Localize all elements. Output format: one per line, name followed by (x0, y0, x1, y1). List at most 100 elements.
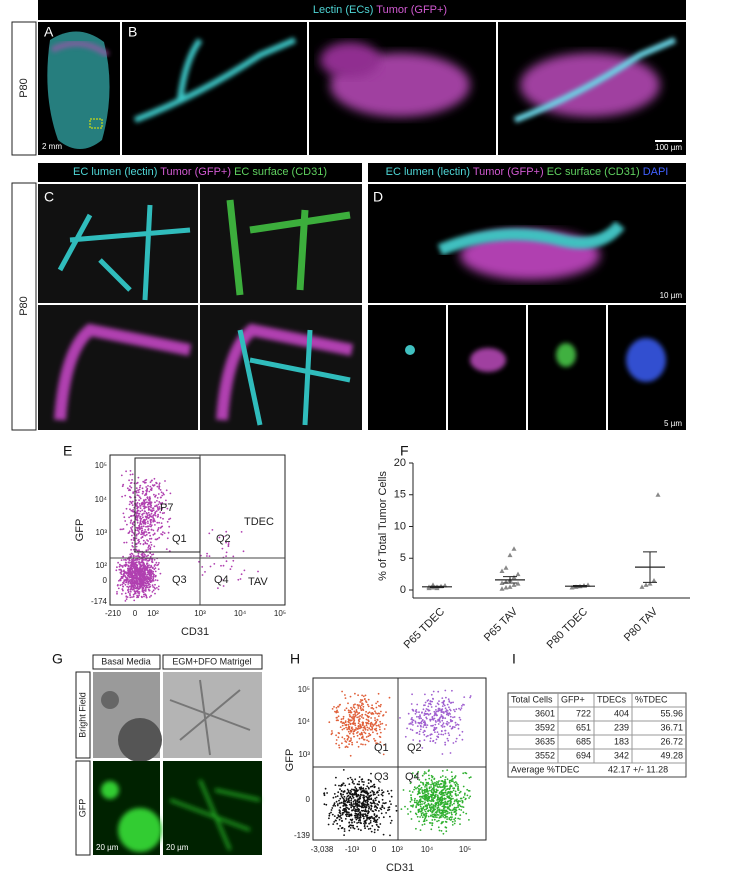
event-dot (148, 586, 151, 589)
header-lectin: Lectin (ECs) (313, 4, 374, 16)
event-dot (142, 519, 145, 521)
event-dot (141, 582, 144, 584)
event-dot (129, 590, 132, 593)
event-dot (359, 705, 362, 708)
event-dot (348, 801, 351, 804)
event-dot (377, 715, 380, 717)
x-tick-label: P65 TDEC (402, 606, 448, 652)
event-dot (142, 543, 145, 545)
event-dot (139, 504, 142, 507)
event-dot (151, 553, 153, 556)
event-dot (362, 737, 364, 739)
event-dot (441, 775, 444, 777)
event-dot (422, 792, 424, 795)
event-dot (418, 820, 420, 823)
event-dot (380, 808, 383, 811)
x-tick-label: P65 TAV (482, 605, 521, 644)
event-dot (451, 809, 454, 812)
side-label: P80 (18, 296, 30, 316)
point (647, 581, 653, 586)
event-dot (341, 736, 344, 739)
event-dot (333, 803, 336, 806)
event-dot (439, 721, 441, 723)
event-dot (338, 704, 341, 706)
event-dot (449, 715, 452, 718)
event-dot (143, 553, 146, 555)
event-dot (336, 803, 339, 805)
event-dot (123, 564, 126, 567)
event-dot (143, 505, 146, 508)
event-dot (125, 559, 127, 561)
event-dot (119, 579, 121, 581)
event-dot (438, 800, 441, 803)
event-dot (441, 726, 444, 728)
event-dot (444, 689, 447, 692)
event-dot (156, 587, 158, 589)
event-dot (347, 736, 350, 739)
event-dot (463, 794, 466, 796)
event-dot (122, 512, 125, 515)
event-dot (360, 709, 363, 712)
event-dot (129, 489, 132, 492)
event-dot (149, 518, 152, 521)
event-dot (122, 528, 125, 530)
event-dot (388, 808, 391, 811)
event-dot (357, 801, 360, 804)
event-dot (343, 799, 346, 801)
event-dot (367, 740, 370, 743)
event-dot (166, 507, 169, 510)
event-dot (340, 718, 343, 721)
event-dot (376, 818, 379, 821)
event-dot (356, 716, 359, 719)
event-dot (229, 568, 232, 570)
event-dot (457, 802, 459, 805)
event-dot (360, 822, 362, 825)
event-dot (364, 821, 366, 823)
event-dot (419, 792, 421, 795)
column-box (162, 654, 263, 670)
event-dot (141, 503, 144, 506)
event-dot (362, 705, 365, 708)
event-dot (232, 555, 235, 558)
event-dot (131, 553, 134, 555)
event-dot (373, 820, 375, 823)
event-dot (440, 791, 443, 793)
header-part: Tumor (GFP+) (160, 166, 231, 178)
event-dot (371, 825, 374, 827)
event-dot (348, 825, 350, 828)
event-dot (447, 732, 450, 734)
event-dot (466, 788, 469, 791)
event-dot (452, 701, 454, 704)
event-dot (345, 741, 348, 743)
event-dot (383, 802, 386, 805)
event-dot (424, 810, 427, 813)
event-dot (153, 586, 156, 589)
event-dot (158, 482, 161, 485)
event-dot (346, 728, 349, 731)
event-dot (144, 519, 147, 521)
event-dot (418, 784, 421, 787)
point (515, 581, 521, 586)
event-dot (368, 822, 370, 825)
y-tick-label: 10⁵ (298, 685, 310, 694)
panel-label: F (400, 443, 409, 459)
event-dot (148, 505, 151, 508)
event-dot (353, 799, 356, 801)
event-dot (127, 567, 129, 570)
event-dot (354, 692, 356, 695)
event-dot (370, 808, 372, 811)
event-dot (444, 820, 447, 823)
event-dot (148, 501, 150, 504)
event-dot (119, 584, 122, 587)
event-dot (138, 563, 141, 565)
table-cell: 694 (576, 750, 591, 760)
event-dot (352, 714, 355, 716)
event-dot (434, 742, 437, 744)
event-dot (417, 716, 420, 718)
event-dot (369, 728, 372, 731)
event-dot (135, 565, 138, 568)
event-dot (147, 511, 150, 514)
event-dot (350, 793, 353, 796)
event-dot (323, 803, 326, 806)
event-dot (116, 566, 118, 569)
